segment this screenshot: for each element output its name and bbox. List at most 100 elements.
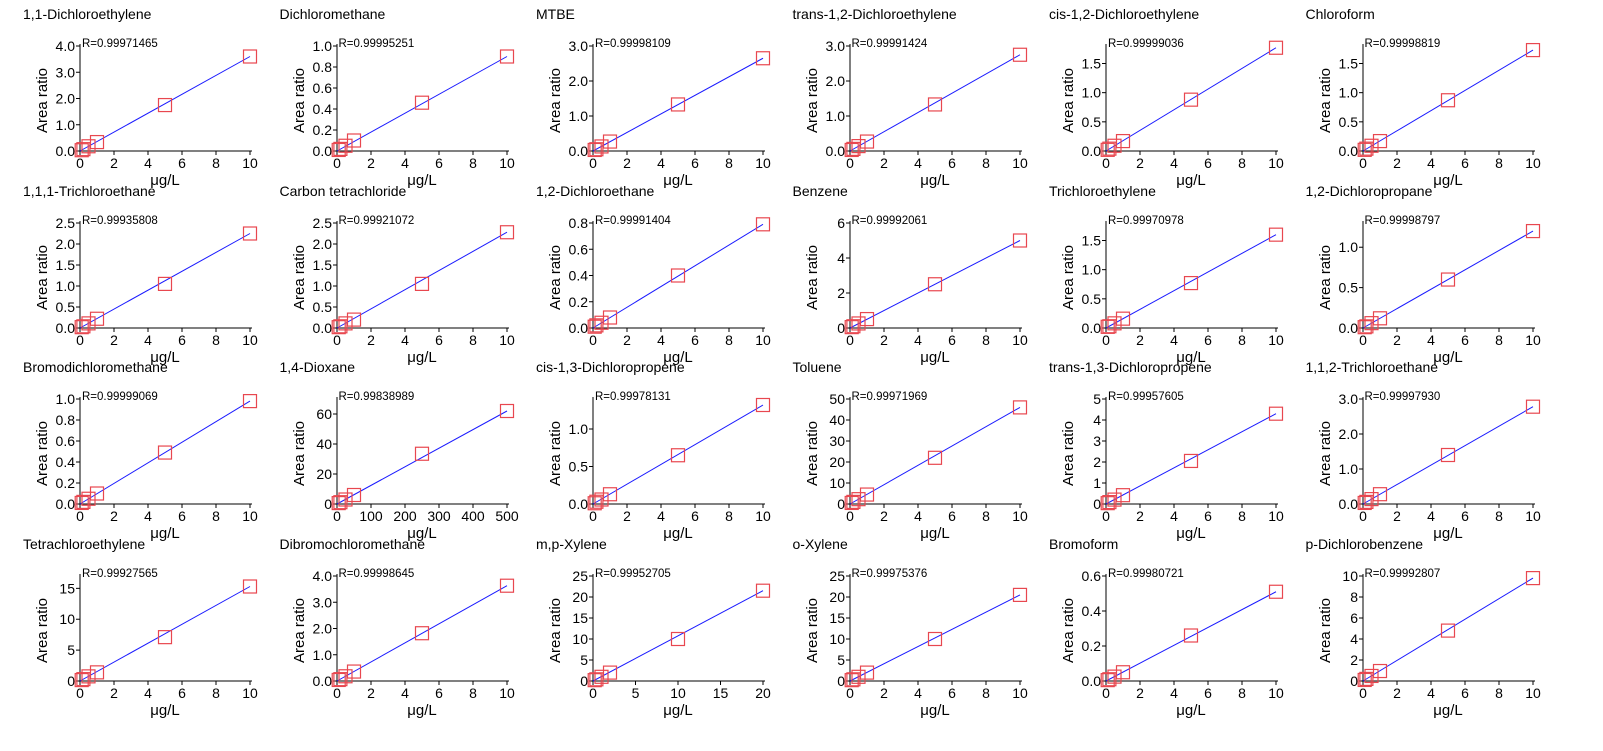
chart-svg: 0 2 4 6 8 10 0.0 0.5 1.0 1.5 μg/L Area ratio: [1317, 42, 1540, 189]
chart-title: p-Dichlorobenzene: [1305, 535, 1424, 552]
data-point: [670, 448, 686, 463]
y-tick-label: 1.0: [569, 108, 589, 124]
data-point: [927, 97, 942, 112]
x-tick-label: 10: [1268, 508, 1284, 524]
data-point: [414, 95, 429, 110]
correlation-label: R=0.99927565: [82, 567, 158, 580]
y-tick-label: 0.2: [569, 293, 589, 309]
data-point: [755, 397, 771, 413]
data-point: [602, 134, 618, 149]
data-point: [1268, 40, 1284, 55]
x-tick-label: 2: [1136, 508, 1144, 524]
data-point: [242, 49, 258, 64]
data-point: [1012, 587, 1027, 602]
x-axis-label: μg/L: [920, 525, 950, 542]
chart-title: m,p-Xylene: [536, 535, 607, 552]
x-tick-label: 10: [670, 685, 686, 701]
x-tick-label: 4: [144, 685, 152, 701]
y-tick-label: 20: [316, 466, 332, 482]
data-point: [755, 51, 771, 66]
x-tick-label: 10: [755, 155, 771, 171]
x-tick-label: 4: [1170, 332, 1178, 348]
x-tick-label: 6: [1204, 685, 1212, 701]
data-point: [242, 393, 258, 409]
chart-panel: Benzene R=0.99992061 0 2 4 6 8 10 0 2 4 6 μg/L Area r…: [770, 177, 1032, 366]
x-tick-label: 2: [880, 508, 888, 524]
x-tick-label: 4: [657, 332, 665, 348]
x-axis-label: μg/L: [1433, 349, 1463, 366]
x-tick-label: 6: [1204, 155, 1212, 171]
x-axis-label: μg/L: [150, 702, 180, 719]
x-tick-label: 4: [401, 332, 409, 348]
data-point: [157, 97, 173, 113]
data-point: [332, 141, 348, 156]
y-tick-label: 1.5: [1338, 56, 1358, 72]
y-tick-label: 40: [829, 412, 845, 428]
y-axis-label: Area ratio: [547, 68, 564, 133]
chart-title: trans-1,3-Dichloropropene: [1049, 359, 1212, 375]
y-tick-label: 0.4: [569, 267, 589, 283]
y-tick-label: 20: [572, 589, 588, 605]
x-tick-label: 0: [1102, 508, 1110, 524]
chart-panel: cis-1,2-Dichloroethylene R=0.99999036 0 2 4 6…: [1026, 0, 1288, 189]
x-tick-label: 10: [499, 685, 515, 701]
chart-svg: 0 2 4 6 8 10 0.0 0.2 0.4 0.6 0.8 μg/L Area ratio: [547, 215, 771, 366]
y-tick-label: 2: [1350, 652, 1358, 668]
x-tick-label: 4: [914, 332, 922, 348]
data-point: [81, 315, 96, 330]
y-tick-label: 4.0: [312, 568, 332, 584]
data-point: [1363, 138, 1379, 153]
x-tick-label: 6: [1461, 508, 1469, 524]
x-tick-label: 8: [212, 332, 220, 348]
correlation-label: R=0.99999069: [82, 391, 158, 403]
y-tick-label: 3.0: [569, 38, 589, 54]
y-tick-label: 0.2: [56, 475, 76, 491]
chart-title: cis-1,2-Dichloroethylene: [1049, 6, 1200, 22]
data-point: [670, 631, 686, 646]
x-tick-label: 2: [1393, 508, 1401, 524]
chart-title: 1,2-Dichloroethane: [536, 182, 655, 199]
y-tick-label: 50: [829, 391, 845, 407]
correlation-label: R=0.99998797: [1364, 214, 1441, 227]
y-axis-label: Area ratio: [547, 244, 564, 309]
x-tick-label: 2: [367, 332, 375, 348]
y-tick-label: 5: [1093, 391, 1101, 407]
data-point: [89, 134, 105, 150]
y-tick-label: 60: [316, 406, 332, 422]
y-tick-label: 0.5: [1338, 114, 1358, 130]
y-axis-label: Area ratio: [291, 244, 308, 309]
x-axis-label: μg/L: [150, 525, 180, 542]
data-point: [346, 487, 361, 503]
chart-svg: 0 2 4 6 8 10 0 2 4 6 8 10 μg/L Area ratio: [1317, 568, 1541, 719]
y-axis-label: Area ratio: [1060, 68, 1077, 133]
y-axis-label: Area ratio: [1060, 244, 1077, 309]
y-tick-label: 0.4: [312, 101, 332, 117]
chart-svg: 0 2 4 6 8 10 0.0 1.0 2.0 3.0 μg/L Area ratio: [547, 38, 771, 189]
x-tick-label: 500: [495, 508, 519, 524]
y-tick-label: 0.0: [312, 673, 332, 689]
x-tick-label: 2: [1136, 685, 1144, 701]
y-tick-label: 1.0: [1338, 461, 1358, 477]
x-tick-label: 4: [144, 508, 152, 524]
x-tick-label: 6: [691, 155, 699, 171]
y-tick-label: 1.0: [312, 646, 332, 662]
x-tick-label: 4: [144, 155, 152, 171]
y-axis-label: Area ratio: [291, 68, 308, 133]
x-tick-label: 6: [948, 332, 956, 348]
x-tick-label: 4: [144, 332, 152, 348]
x-tick-label: 4: [914, 508, 922, 524]
x-tick-label: 8: [469, 155, 477, 171]
x-axis-label: μg/L: [150, 349, 180, 366]
y-tick-label: 10: [572, 631, 588, 647]
chart-title: Benzene: [792, 182, 848, 199]
x-tick-label: 0: [1102, 685, 1110, 701]
chart-panel: 1,4-Dioxane R=0.99838989 0 100 200 300 400 500 0…: [257, 353, 519, 542]
y-tick-label: 0.0: [1338, 320, 1358, 336]
data-point: [337, 492, 353, 507]
data-point: [859, 487, 874, 502]
fit-line: [1105, 233, 1277, 328]
y-tick-label: 0: [580, 673, 588, 689]
y-tick-label: 0.6: [312, 80, 332, 96]
data-point: [755, 583, 771, 598]
